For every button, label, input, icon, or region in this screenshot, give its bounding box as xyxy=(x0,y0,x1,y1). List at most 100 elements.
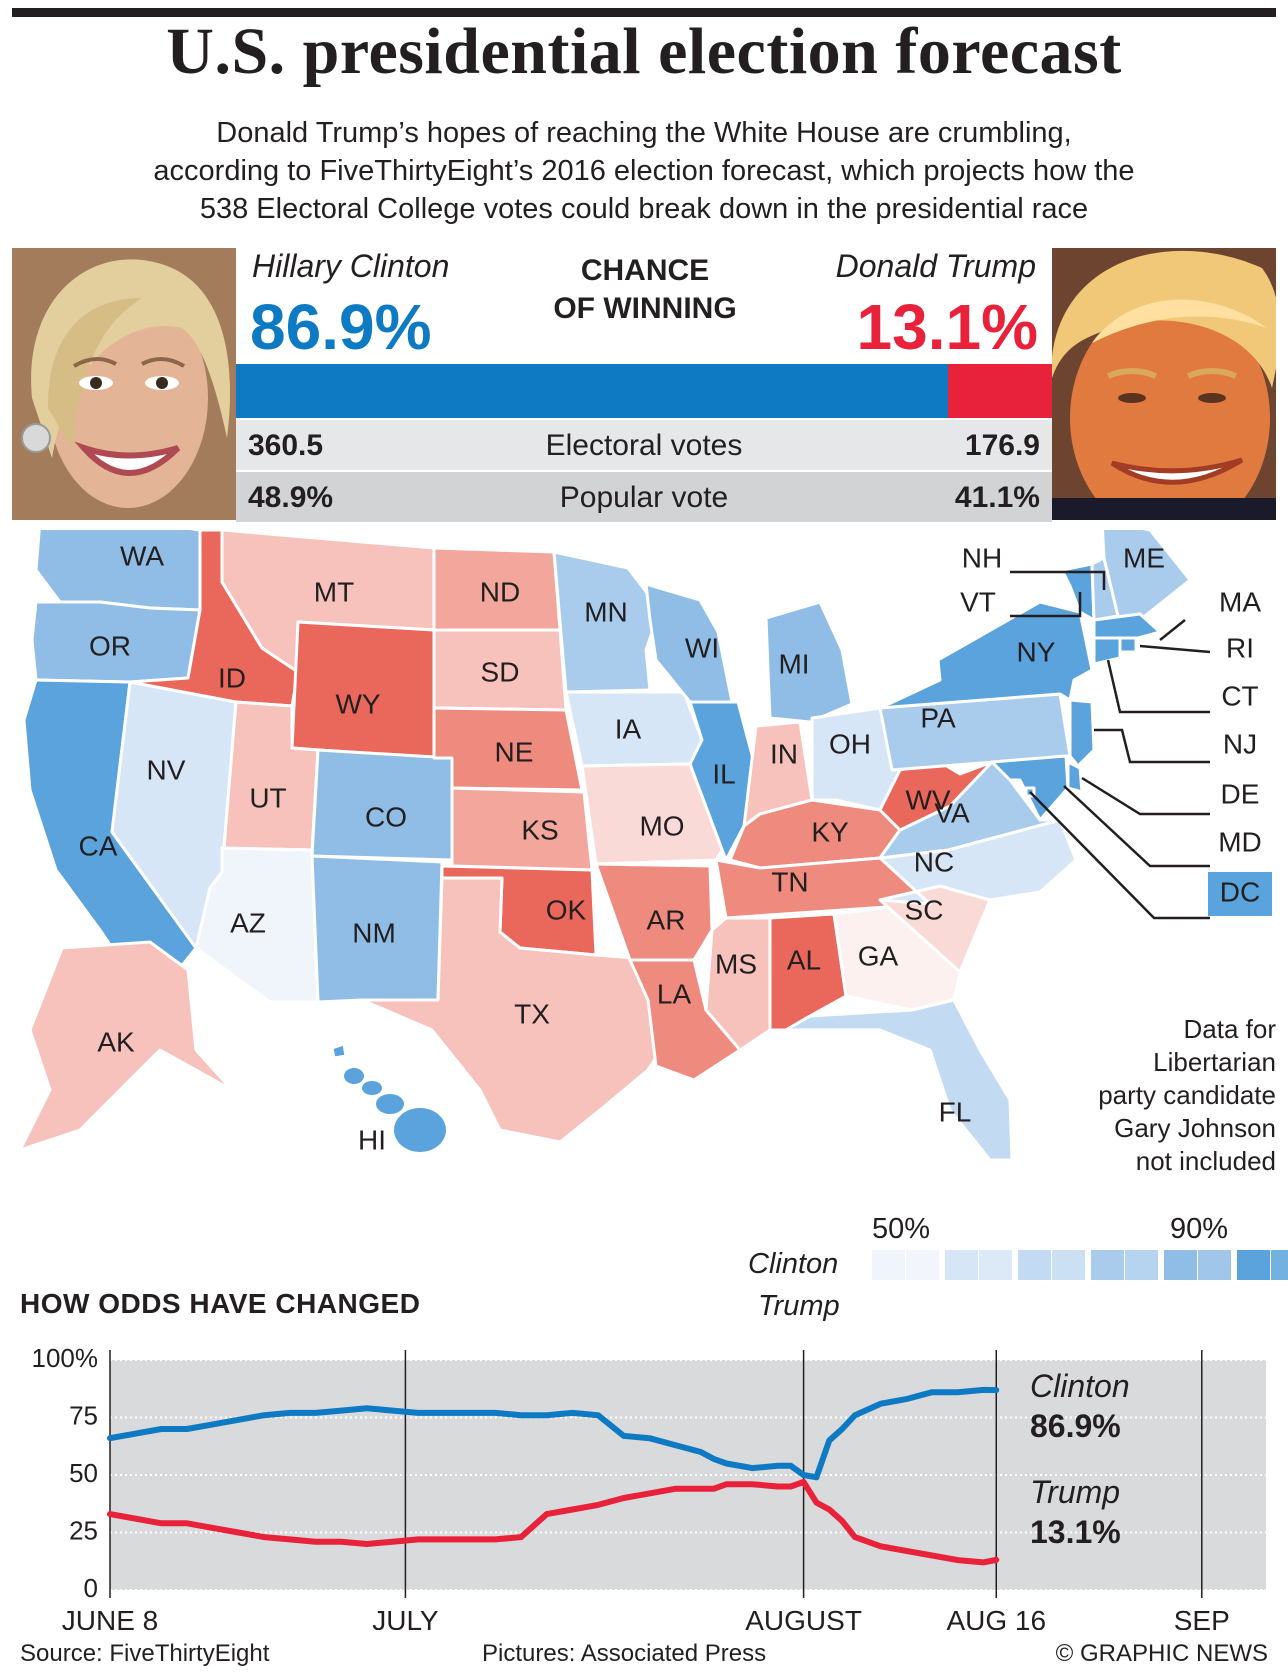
x-tick-label: AUGUST xyxy=(745,1605,862,1630)
note-line-4: Gary Johnson xyxy=(1114,1113,1276,1143)
copyright: © GRAPHIC NEWS xyxy=(1055,1640,1268,1667)
subtitle-line-1: Donald Trump’s hopes of reaching the Whi… xyxy=(216,117,1072,149)
state-labels: WA OR CA NV ID MT WY UT AZ CO NM ND SD NE KS OK TX MN IA MO… xyxy=(79,540,1272,1155)
state-label-ar: AR xyxy=(647,904,686,935)
y-tick-label: 75 xyxy=(69,1400,98,1430)
state-de xyxy=(1066,760,1084,794)
trump-chance-bar xyxy=(948,364,1052,418)
electoral-votes-label: Electoral votes xyxy=(545,429,743,462)
state-label-co: CO xyxy=(365,801,407,832)
legend-swatch xyxy=(1125,1250,1158,1280)
legend-row-clinton: Clinton xyxy=(748,1248,839,1280)
series-line-clinton xyxy=(107,1386,1000,1481)
dc-label-box xyxy=(1208,872,1272,916)
leader-nh xyxy=(1010,570,1106,590)
state-vt xyxy=(1060,562,1096,622)
trump-popular-vote: 41.1% xyxy=(954,481,1040,514)
state-label-al: AL xyxy=(787,944,821,975)
source-credit: Source: FiveThirtyEight xyxy=(20,1640,270,1667)
legend-swatch xyxy=(1091,1250,1124,1280)
state-label-nv: NV xyxy=(147,754,186,785)
state-label-sc: SC xyxy=(905,894,944,925)
state-hi-island xyxy=(394,1108,446,1152)
state-label-va: VA xyxy=(934,797,970,828)
plot-background xyxy=(110,1360,1266,1590)
state-label-wa: WA xyxy=(120,540,164,571)
state-label-tn: TN xyxy=(771,866,808,897)
clinton-chance-bar xyxy=(236,364,948,418)
trump-electoral-votes: 176.9 xyxy=(964,429,1040,462)
trump-chance: 13.1% xyxy=(856,291,1038,363)
note-line-3: party candidate xyxy=(1098,1080,1276,1110)
state-label-ut: UT xyxy=(249,782,286,813)
state-ak xyxy=(18,940,234,1152)
x-tick-label: SEP xyxy=(1174,1605,1230,1630)
note-line-1: Data for xyxy=(1183,1014,1277,1044)
subtitle-line-3: 538 Electoral College votes could break … xyxy=(199,193,1089,225)
legend-swatch xyxy=(872,1250,905,1280)
leader-md xyxy=(1063,785,1210,868)
state-shapes xyxy=(18,530,1192,1162)
legend-swatch xyxy=(945,1250,978,1280)
state-label-fl: FL xyxy=(939,1096,972,1127)
state-label-wi: WI xyxy=(685,632,719,663)
legend-swatch xyxy=(1237,1250,1270,1280)
legend-swatch xyxy=(1052,1250,1085,1280)
state-label-ak: AK xyxy=(97,1026,135,1057)
note-line-2: Libertarian xyxy=(1153,1047,1276,1077)
state-label-ms: MS xyxy=(715,948,757,979)
state-nj xyxy=(1068,698,1096,768)
end-label-clinton-value: 86.9% xyxy=(1030,1408,1121,1444)
map-legend xyxy=(872,1250,1288,1280)
popular-vote-label: Popular vote xyxy=(559,481,729,514)
state-label-nd: ND xyxy=(480,576,520,607)
state-il xyxy=(688,700,758,862)
state-label-nj: NJ xyxy=(1223,728,1257,759)
state-label-mn: MN xyxy=(584,596,628,627)
state-wa xyxy=(34,530,202,612)
state-label-ny: NY xyxy=(1017,636,1056,667)
note-line-5: not included xyxy=(1135,1146,1276,1176)
state-label-il: IL xyxy=(712,758,735,789)
end-label-trump-value: 13.1% xyxy=(1030,1514,1121,1550)
top-rule xyxy=(12,8,1276,17)
state-label-nc: NC xyxy=(914,846,954,877)
state-label-ct: CT xyxy=(1221,680,1258,711)
state-label-mi: MI xyxy=(778,648,809,679)
state-label-ca: CA xyxy=(79,830,118,861)
clinton-popular-vote: 48.9% xyxy=(248,481,334,514)
odds-title: HOW ODDS HAVE CHANGED xyxy=(20,1288,421,1319)
legend-swatch xyxy=(1198,1250,1231,1280)
state-label-nm: NM xyxy=(352,917,396,948)
end-label-clinton-name: Clinton xyxy=(1030,1368,1130,1404)
state-ar xyxy=(594,862,714,962)
state-hi-island xyxy=(344,1068,364,1084)
clinton-name: Hillary Clinton xyxy=(252,248,450,284)
state-label-hi: HI xyxy=(358,1124,386,1155)
grid xyxy=(109,1350,1266,1598)
trump-photo xyxy=(1052,248,1276,520)
state-label-ga: GA xyxy=(858,940,899,971)
subtitle-line-2: according to FiveThirtyEight’s 2016 elec… xyxy=(153,155,1135,187)
x-tick-label: AUG 16 xyxy=(946,1605,1046,1630)
state-label-ma: MA xyxy=(1219,586,1261,617)
clinton-portrait xyxy=(12,248,236,520)
leader-vt xyxy=(1010,592,1082,618)
state-hi-island xyxy=(376,1094,404,1114)
state-fl xyxy=(784,998,1014,1162)
callout-leaders xyxy=(1010,570,1211,920)
series-line-trump xyxy=(107,1478,1000,1566)
leader-dc xyxy=(1029,791,1210,920)
y-tick-label: 0 xyxy=(84,1573,98,1603)
state-label-ks: KS xyxy=(521,814,558,845)
pictures-credit: Pictures: Associated Press xyxy=(482,1640,767,1667)
legend-swatch xyxy=(979,1250,1012,1280)
state-label-mo: MO xyxy=(639,810,684,841)
leader-de xyxy=(1081,776,1210,816)
libertarian-note: Data for Libertarian party candidate Gar… xyxy=(1040,1013,1276,1178)
state-ri xyxy=(1118,636,1138,654)
us-forecast-map: WA OR CA NV ID MT WY UT AZ CO NM ND SD NE KS OK TX MN IA MO… xyxy=(18,530,1288,1280)
state-label-or: OR xyxy=(89,630,131,661)
